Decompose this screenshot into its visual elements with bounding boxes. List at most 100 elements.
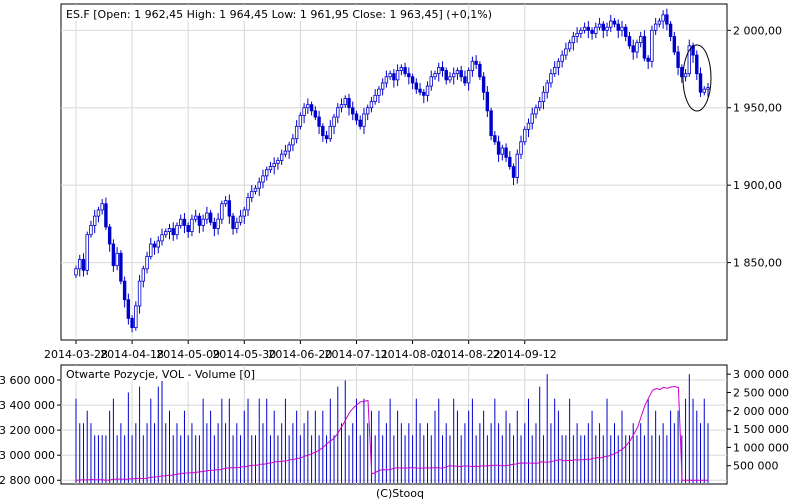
candle-body <box>414 82 419 90</box>
candle-body <box>526 122 531 130</box>
candle-body <box>369 101 374 109</box>
price-y-axis: 2 000,00 1 950,00 1 900,00 1 850,00 <box>727 24 782 270</box>
price-plot-frame <box>60 3 728 341</box>
candle-body <box>485 91 490 112</box>
candle-body <box>676 51 680 68</box>
candle-body <box>549 73 553 84</box>
candle-body <box>616 23 620 31</box>
candle-body <box>78 259 82 270</box>
candle-body <box>373 94 377 102</box>
candle-body <box>451 73 456 78</box>
candle-body <box>74 268 78 276</box>
candle-body <box>167 228 172 233</box>
candle-body <box>511 166 516 178</box>
candle-body <box>683 73 688 78</box>
candle-body <box>119 252 123 282</box>
candle-body <box>493 135 497 143</box>
candle-body <box>317 116 321 127</box>
candle-body <box>564 48 568 56</box>
candle-body <box>306 104 310 109</box>
candle-body <box>601 23 605 31</box>
candle-body <box>489 110 493 137</box>
price-y-tick-label: 1 850,00 <box>733 257 782 270</box>
candle-body <box>459 70 463 78</box>
candle-body <box>231 215 235 229</box>
candle-body <box>104 203 108 228</box>
candle-body <box>384 76 389 84</box>
candle-body <box>238 215 243 223</box>
open-interest-line <box>75 385 708 481</box>
candle-body <box>440 67 445 71</box>
candle-body <box>504 147 508 158</box>
candle-body <box>130 317 134 329</box>
candle-body <box>89 225 93 236</box>
candle-body <box>642 36 647 59</box>
candle-body <box>324 135 329 140</box>
x-tick-label: 2014-07-11 <box>325 348 389 361</box>
candle-body <box>702 88 706 93</box>
candle-body <box>422 91 426 96</box>
candle-body <box>253 187 258 192</box>
candle-body <box>197 215 202 226</box>
candle-body <box>365 107 370 115</box>
price-candles <box>74 8 710 333</box>
candle-body <box>474 60 478 65</box>
candle-body <box>515 153 519 178</box>
candle-body <box>164 231 168 236</box>
candle-body <box>500 147 505 155</box>
price-y-tick-label: 1 900,00 <box>733 179 782 192</box>
candle-body <box>313 110 318 118</box>
x-tick-label: 2014-05-09 <box>156 348 220 361</box>
candle-body <box>265 169 269 177</box>
candle-body <box>665 14 669 25</box>
candle-body <box>444 70 448 81</box>
candle-body <box>171 228 175 236</box>
candle-body <box>122 280 127 301</box>
candle-body <box>149 243 153 257</box>
candle-body <box>321 125 325 137</box>
candle-body <box>687 45 692 75</box>
candle-body <box>141 268 146 282</box>
candle-body <box>463 76 467 84</box>
candle-body <box>85 234 89 271</box>
candle-body <box>410 76 415 84</box>
candle-body <box>223 200 228 205</box>
candle-body <box>627 36 632 47</box>
candle-body <box>508 156 512 167</box>
x-tick-label: 2014-06-20 <box>268 348 332 361</box>
candle-body <box>107 226 112 245</box>
x-tick-label: 2014-03-28 <box>44 348 108 361</box>
candle-body <box>418 88 422 93</box>
candle-body <box>571 36 576 44</box>
candle-body <box>466 70 471 84</box>
candle-body <box>433 73 437 78</box>
candle-body <box>111 243 116 267</box>
candle-body <box>545 82 549 93</box>
candle-body <box>586 26 591 31</box>
candle-body <box>92 215 97 226</box>
candle-body <box>478 63 482 78</box>
candle-body <box>631 45 635 53</box>
candle-body <box>354 113 359 121</box>
candle-body <box>455 70 460 75</box>
oi-y-tick-label: 3 600 000 <box>0 374 55 387</box>
oi-y-tick-label: 3 400 000 <box>0 399 55 412</box>
candle-body <box>212 221 217 229</box>
candle-body <box>399 67 404 71</box>
volume-bars <box>75 374 709 483</box>
price-title: ES.F [Open: 1 962,45 High: 1 964,45 Low:… <box>66 8 492 21</box>
candle-body <box>302 107 306 116</box>
candle-body <box>358 119 362 127</box>
candle-body <box>175 225 179 236</box>
candle-body <box>309 104 314 112</box>
candle-body <box>523 129 527 143</box>
candle-body <box>201 218 205 226</box>
candle-body <box>698 73 703 93</box>
candle-body <box>594 26 598 34</box>
candle-body <box>291 138 295 146</box>
candle-body <box>534 107 538 115</box>
candle-body <box>672 36 677 53</box>
candle-body <box>156 240 160 248</box>
